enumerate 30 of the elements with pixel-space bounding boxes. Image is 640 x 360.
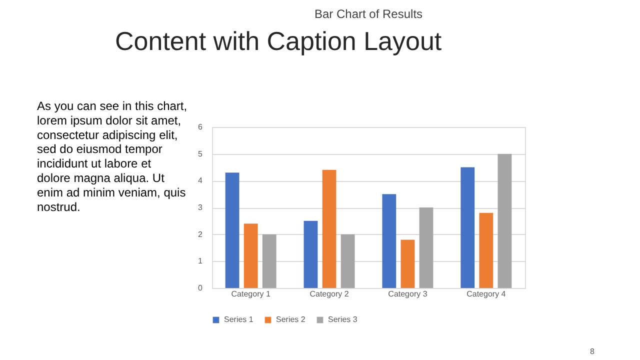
y-tick-label: 6 (198, 122, 204, 132)
bar (460, 167, 475, 288)
y-tick-label: 0 (198, 284, 204, 292)
bar (382, 194, 396, 288)
text: Content with Caption Layout (115, 26, 442, 56)
text: As you can see in this chart, lorem ipsum dolor sit amet, consectetur adipiscing elit, sed do eiusmod tempor incididunt ut labore et dolore magna aliqua. Ut enim ad minim veniam, quis nostrud. (37, 99, 188, 214)
bar (400, 240, 415, 288)
x-tick-label: Category 2 (310, 290, 350, 298)
legend-label: Series 2 (276, 315, 306, 324)
legend-label: Series 3 (328, 315, 358, 324)
text: 8 (590, 347, 595, 356)
x-tick-label: Category 3 (388, 290, 428, 298)
bar (419, 208, 434, 288)
y-tick-label: 4 (198, 176, 204, 186)
x-tick-label: Category 1 (231, 290, 271, 298)
x-tick-label: Category 4 (466, 290, 506, 298)
bar (304, 220, 318, 288)
legend-label: Series 1 (224, 315, 254, 324)
bar (262, 234, 276, 288)
bar (498, 154, 512, 288)
bar (322, 170, 336, 288)
bar (225, 172, 240, 288)
chart-title: Bar Chart of Results (314, 7, 423, 21)
y-tick-label: 2 (198, 230, 204, 239)
y-tick-label: 1 (198, 256, 204, 266)
y-tick-label: 3 (198, 203, 204, 212)
bar (340, 234, 355, 288)
y-tick-label: 5 (198, 149, 204, 158)
bar (244, 224, 258, 288)
bar (479, 212, 494, 288)
